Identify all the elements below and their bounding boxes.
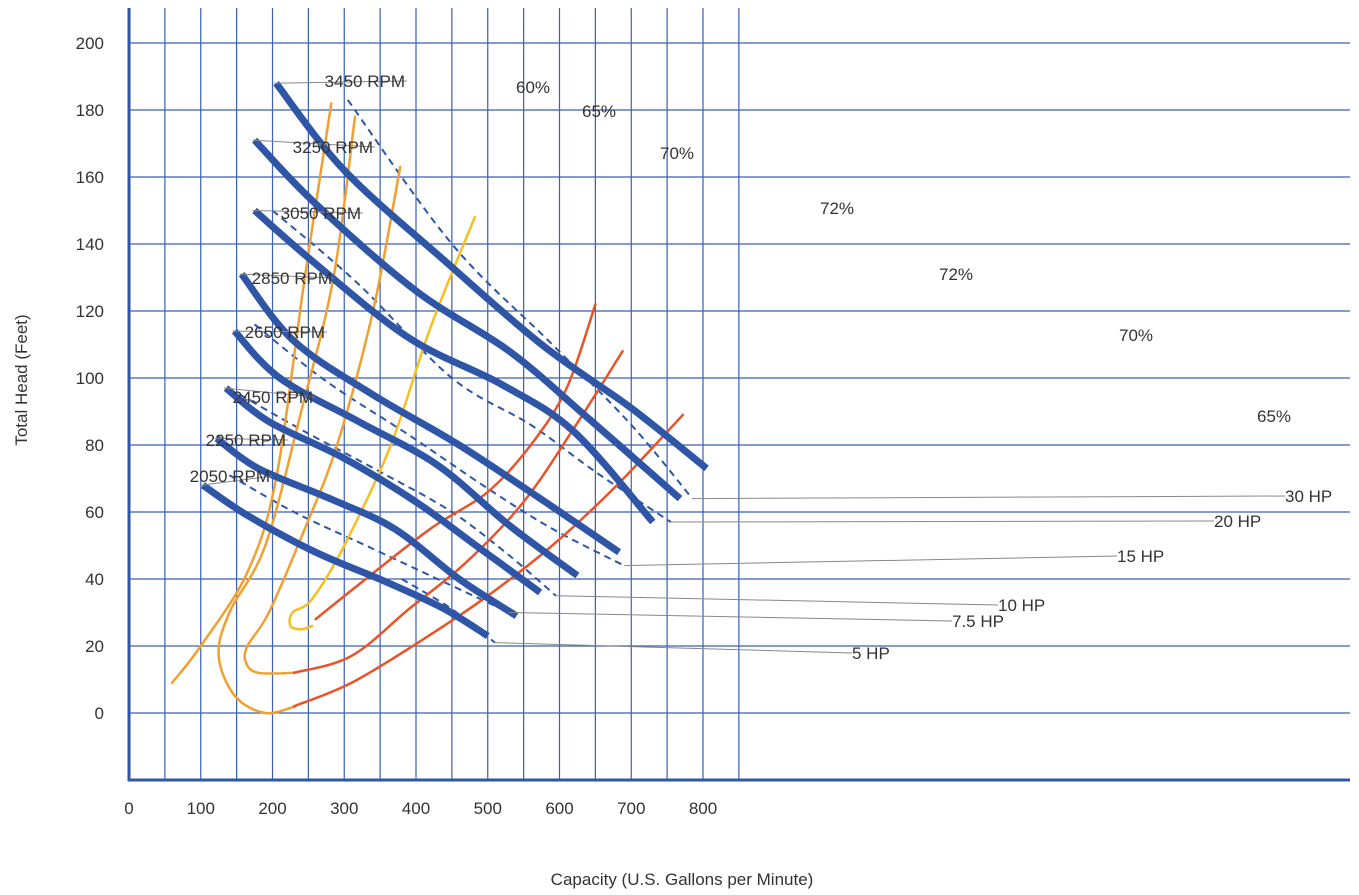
curve-label: 2050 RPM bbox=[190, 467, 270, 486]
y-tick-label: 80 bbox=[85, 436, 104, 455]
label-leader bbox=[624, 555, 1118, 567]
label-leader bbox=[555, 595, 999, 606]
efficiency-curve bbox=[288, 215, 477, 631]
y-tick-label: 20 bbox=[85, 637, 104, 656]
curve-label: 70% bbox=[1119, 326, 1153, 345]
speed-curve bbox=[273, 81, 709, 472]
speed-curve bbox=[252, 137, 683, 502]
curve-label: 30 HP bbox=[1285, 487, 1332, 506]
curve-label: 72% bbox=[820, 199, 854, 218]
y-tick-label: 100 bbox=[76, 369, 104, 388]
speed-curve bbox=[200, 482, 490, 639]
label-leader bbox=[232, 330, 328, 333]
x-tick-label: 400 bbox=[402, 799, 430, 818]
x-tick-label: 200 bbox=[258, 799, 286, 818]
x-tick-label: 700 bbox=[617, 799, 645, 818]
speed-curve bbox=[252, 207, 656, 525]
x-tick-label: 600 bbox=[545, 799, 573, 818]
x-tick-label: 800 bbox=[689, 799, 717, 818]
x-tick-label: 100 bbox=[187, 799, 215, 818]
curve-label: 70% bbox=[660, 144, 694, 163]
curve-label: 65% bbox=[582, 102, 616, 121]
curve-label: 2650 RPM bbox=[245, 323, 325, 342]
speed-curve bbox=[214, 435, 519, 619]
y-tick-label: 60 bbox=[85, 503, 104, 522]
curve-label: 3050 RPM bbox=[281, 204, 361, 223]
y-tick-label: 40 bbox=[85, 570, 104, 589]
hp-curve bbox=[346, 99, 693, 500]
curve-label: 15 HP bbox=[1117, 547, 1164, 566]
hp-curve bbox=[253, 323, 625, 567]
curve-label: 5 HP bbox=[852, 644, 890, 663]
label-leader bbox=[494, 642, 853, 654]
curve-label: 10 HP bbox=[998, 596, 1045, 615]
label-leader bbox=[274, 80, 408, 84]
y-tick-label: 120 bbox=[76, 302, 104, 321]
label-leader bbox=[252, 139, 376, 148]
y-tick-label: 0 bbox=[95, 704, 104, 723]
label-leader bbox=[200, 475, 273, 486]
efficiency-curve bbox=[292, 413, 685, 708]
y-axis-title: Total Head (Feet) bbox=[12, 314, 31, 445]
label-leader bbox=[239, 273, 335, 279]
curve-labels: 3450 RPM 3250 RPM 3050 RPM 2850 RPM 2650 RPM… bbox=[190, 72, 1333, 663]
label-leader bbox=[692, 495, 1286, 500]
curve-label: 3450 RPM bbox=[325, 72, 405, 91]
label-leader bbox=[223, 387, 316, 398]
curve-label: 2450 RPM bbox=[233, 388, 313, 407]
y-tick-label: 180 bbox=[76, 101, 104, 120]
curve-label: 60% bbox=[516, 78, 550, 97]
x-tick-label: 0 bbox=[124, 799, 133, 818]
curve-label: 20 HP bbox=[1214, 512, 1261, 531]
x-tick-label: 500 bbox=[474, 799, 502, 818]
curve-label: 65% bbox=[1257, 407, 1291, 426]
tick-labels: 0 100 200 300 400 500 600 700 800 0 20 40 60 80 100 120… bbox=[76, 34, 718, 818]
horsepower-curves bbox=[228, 99, 693, 644]
speed-curve bbox=[238, 271, 622, 556]
label-leader bbox=[252, 210, 364, 214]
y-tick-label: 200 bbox=[76, 34, 104, 53]
curve-label: 2250 RPM bbox=[206, 431, 286, 450]
y-tick-label: 140 bbox=[76, 235, 104, 254]
label-leader bbox=[509, 612, 953, 622]
label-leader bbox=[670, 520, 1215, 523]
axes bbox=[127, 8, 1350, 782]
speed-curve bbox=[231, 328, 580, 579]
hp-curve bbox=[271, 209, 672, 523]
curve-label: 2850 RPM bbox=[252, 269, 332, 288]
efficiency-curve bbox=[314, 303, 597, 621]
hp-curve bbox=[228, 474, 510, 614]
y-tick-label: 160 bbox=[76, 168, 104, 187]
curve-label: 3250 RPM bbox=[293, 138, 373, 157]
label-leader bbox=[214, 437, 289, 441]
curve-label: 7.5 HP bbox=[952, 612, 1004, 631]
curve-label: 72% bbox=[939, 265, 973, 284]
x-axis-title: Capacity (U.S. Gallons per Minute) bbox=[551, 870, 814, 889]
hp-curve bbox=[239, 393, 557, 597]
speed-curves bbox=[200, 81, 709, 639]
x-tick-label: 300 bbox=[330, 799, 358, 818]
speed-curve bbox=[223, 385, 543, 596]
